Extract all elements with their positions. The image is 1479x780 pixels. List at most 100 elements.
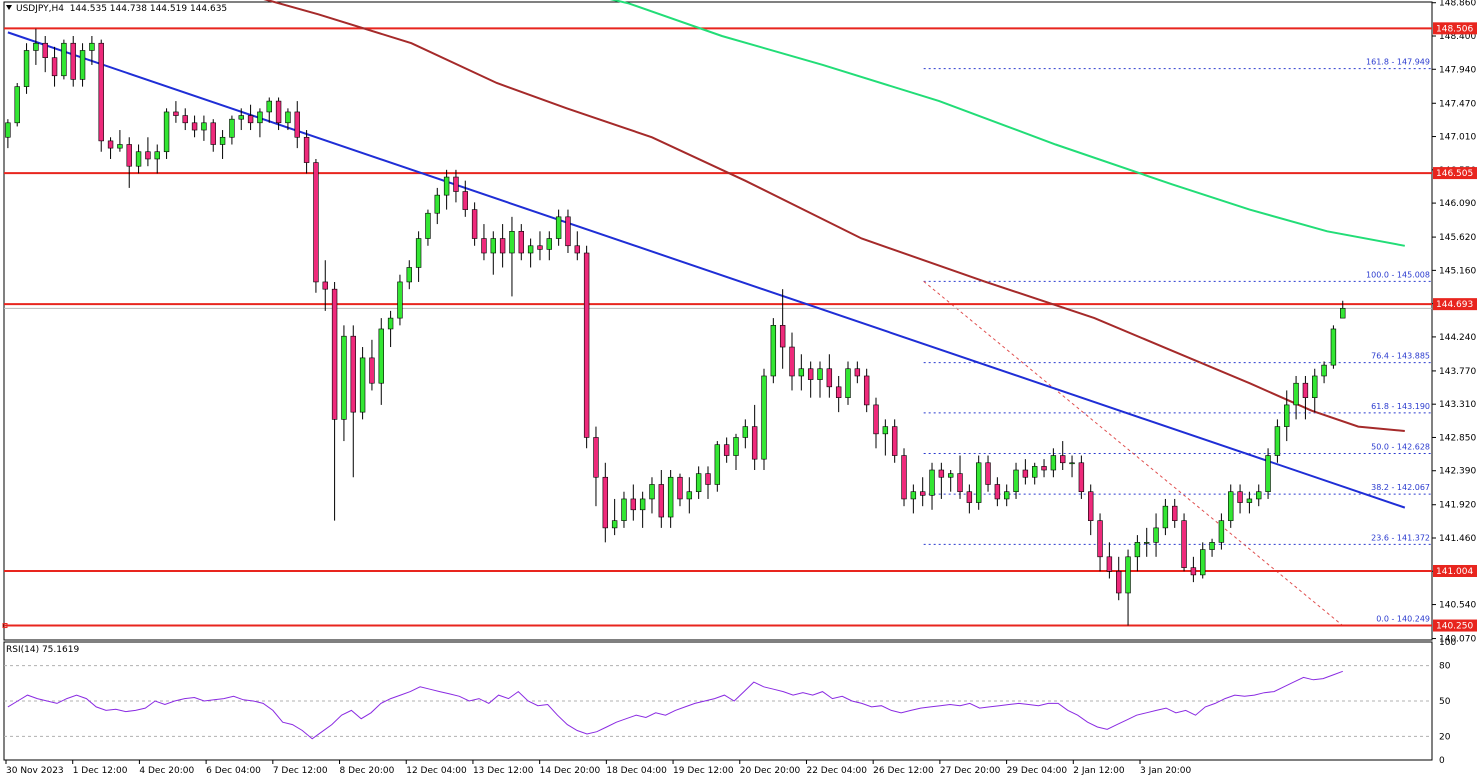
bullish-candle — [359, 357, 366, 413]
fib-level-label: 100.0 - 145.008 — [1366, 270, 1430, 279]
bullish-candle — [238, 115, 244, 120]
descending-trendline — [7, 31, 1406, 509]
bullish-candle — [667, 476, 674, 518]
bullish-candle — [621, 498, 627, 521]
y-tick-label: 142.850 — [1439, 433, 1476, 443]
bullish-candle — [266, 100, 272, 113]
bearish-candle — [537, 245, 543, 250]
bullish-candle — [61, 42, 67, 77]
bullish-candle — [1013, 469, 1019, 493]
bullish-candle — [947, 473, 954, 478]
x-tick-label: 8 Dec 20:00 — [340, 766, 395, 776]
bullish-candle — [1228, 491, 1234, 521]
bearish-candle — [1237, 491, 1243, 503]
ohlc-readout: 144.535 144.738 144.519 144.635 — [69, 4, 228, 14]
y-tick-label: 140.540 — [1439, 601, 1476, 611]
bearish-candle — [854, 368, 861, 377]
x-tick-label: 3 Jan 20:00 — [1140, 766, 1192, 776]
bearish-candle — [723, 444, 730, 456]
bullish-candle — [89, 42, 95, 51]
x-tick-label: 2 Jan 12:00 — [1073, 766, 1125, 776]
bullish-candle — [163, 111, 170, 153]
price-pane — [3, 1, 1433, 641]
bearish-candle — [173, 111, 179, 116]
bearish-candle — [369, 357, 375, 384]
bullish-candle — [219, 136, 226, 145]
bullish-candle — [1284, 404, 1290, 427]
bearish-candle — [994, 484, 1001, 500]
y-tick-label: 143.310 — [1439, 400, 1476, 410]
bullish-candle — [406, 267, 412, 283]
bullish-candle — [695, 473, 702, 493]
bullish-candle — [415, 238, 422, 268]
x-tick-label: 4 Dec 20:00 — [139, 766, 194, 776]
bearish-candle — [51, 57, 58, 77]
bullish-candle — [14, 86, 20, 124]
level-tag — [1433, 564, 1477, 577]
moving-average-green — [609, 0, 1405, 247]
fib-level-label: 23.6 - 141.372 — [1371, 533, 1430, 542]
bearish-candle — [901, 455, 907, 500]
level-tag-label: 148.506 — [1436, 24, 1473, 34]
bearish-candle — [574, 245, 581, 254]
bullish-candle — [714, 444, 721, 485]
fib-level-label: 38.2 - 142.067 — [1371, 483, 1430, 492]
bearish-candle — [873, 404, 879, 435]
x-tick-label: 22 Dec 04:00 — [806, 766, 867, 776]
bearish-candle — [966, 491, 973, 503]
bullish-candle — [1003, 491, 1010, 500]
bearish-candle — [481, 238, 487, 254]
bullish-candle — [817, 368, 823, 380]
bearish-candle — [789, 346, 795, 377]
bearish-candle — [322, 281, 328, 290]
x-tick-label: 26 Dec 12:00 — [873, 766, 934, 776]
fib-swing-line — [923, 280, 1344, 626]
bullish-candle — [611, 520, 618, 529]
rsi-tick-label: 80 — [1439, 662, 1451, 672]
fib-level-label: 50.0 - 142.628 — [1371, 443, 1430, 452]
x-tick-label: 13 Dec 12:00 — [473, 766, 534, 776]
fib-level-label: 61.8 - 143.190 — [1371, 402, 1430, 411]
rsi-tick-label: 50 — [1439, 697, 1451, 707]
bullish-candle — [649, 484, 655, 500]
bullish-candle — [378, 328, 384, 384]
level-anchor-marker — [2, 623, 8, 629]
bullish-candle — [229, 118, 235, 138]
bullish-candle — [117, 144, 123, 149]
bearish-candle — [70, 42, 76, 80]
y-tick-label: 141.920 — [1439, 501, 1476, 511]
y-tick-label: 142.390 — [1439, 467, 1476, 477]
bearish-candle — [210, 122, 216, 145]
bullish-candle — [527, 245, 534, 254]
bullish-candle — [1218, 520, 1225, 543]
bullish-candle — [1162, 505, 1169, 529]
fib-level-label: 76.4 - 143.885 — [1371, 352, 1430, 361]
bearish-candle — [1190, 567, 1197, 576]
bearish-candle — [518, 231, 524, 254]
bearish-candle — [499, 238, 506, 254]
collapse-triangle-icon[interactable] — [6, 5, 12, 10]
bearish-candle — [826, 368, 833, 388]
bearish-candle — [1172, 505, 1178, 521]
bearish-candle — [1041, 466, 1047, 471]
bearish-candle — [294, 111, 300, 138]
bullish-candle — [555, 216, 562, 239]
symbol-label: USDJPY,H4 — [16, 4, 64, 14]
bullish-candle — [546, 238, 553, 250]
level-tag — [1433, 22, 1477, 35]
bullish-candle — [23, 50, 30, 87]
level-tag-label: 146.505 — [1436, 169, 1473, 179]
x-tick-label: 20 Dec 20:00 — [740, 766, 801, 776]
fib-level-label: 0.0 - 140.249 — [1376, 615, 1430, 624]
x-tick-label: 29 Dec 04:00 — [1007, 766, 1068, 776]
bearish-candle — [107, 140, 114, 149]
bearish-candle — [126, 144, 132, 167]
bearish-candle — [303, 136, 310, 163]
bullish-candle — [1256, 491, 1262, 500]
bearish-candle — [350, 335, 356, 413]
bullish-candle — [929, 469, 935, 496]
y-tick-label: 147.470 — [1439, 99, 1476, 109]
x-tick-label: 18 Dec 04:00 — [606, 766, 667, 776]
moving-average-brown — [263, 0, 1405, 432]
